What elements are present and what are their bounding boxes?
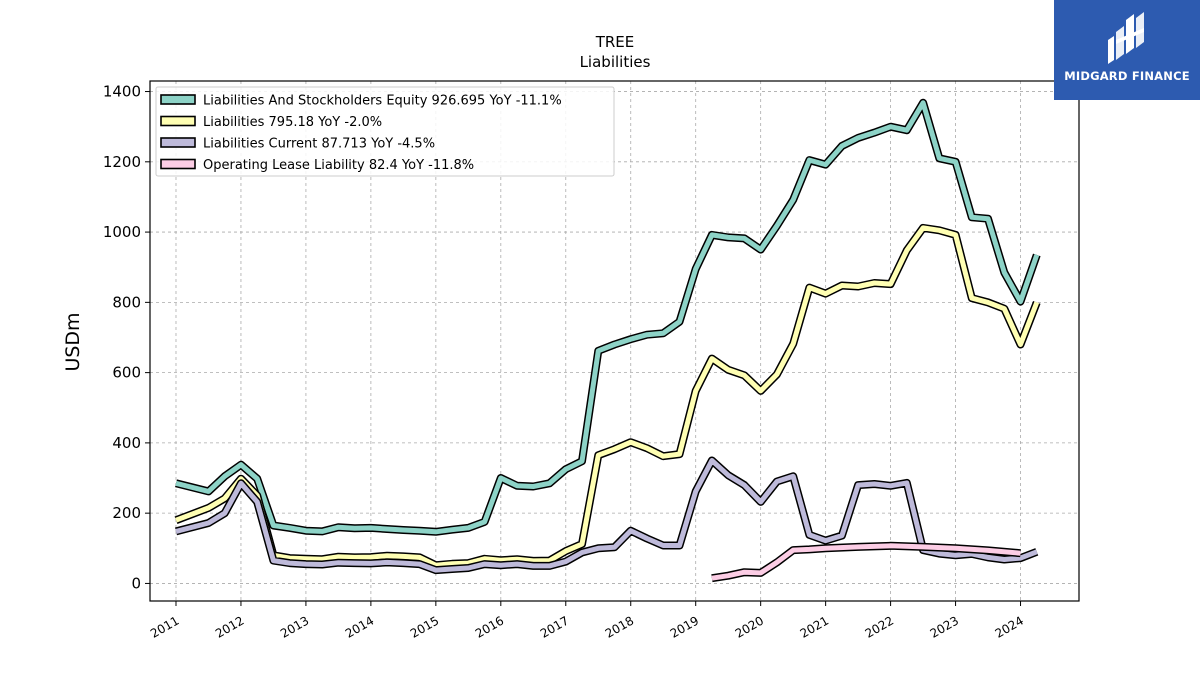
- plot-frame: [149, 80, 1080, 602]
- x-tick-label: 2023: [928, 613, 961, 640]
- x-tick-label: 2018: [603, 613, 636, 640]
- y-tick-label: 400: [112, 434, 141, 452]
- chart-title: TREE: [595, 33, 635, 51]
- chart-subtitle: Liabilities: [580, 53, 651, 71]
- series-line: [175, 458, 1038, 573]
- series-1: [174, 223, 1041, 570]
- legend-swatch: [160, 94, 196, 105]
- x-tick-label: 2020: [733, 613, 766, 640]
- x-tick-label: 2024: [993, 613, 1026, 640]
- x-tick-label: 2019: [668, 613, 701, 640]
- y-tick-label: 0: [131, 574, 141, 592]
- legend-box: [155, 86, 615, 177]
- y-axis: 0 200 400 600 800 1000 1200 1400: [103, 83, 150, 592]
- x-tick-label: 2013: [278, 613, 311, 640]
- series-line-outline: [174, 223, 1041, 570]
- legend-swatch: [160, 158, 196, 170]
- legend-swatch: [160, 137, 196, 148]
- legend-label: Liabilities 795.18 YoY -2.0%: [203, 115, 382, 130]
- y-tick-label: 600: [112, 364, 141, 382]
- legend-swatch: [160, 115, 196, 127]
- legend-label: Liabilities Current 87.713 YoY -4.5%: [203, 137, 435, 152]
- y-axis-label: USDm: [62, 312, 84, 371]
- series-line: [711, 543, 1021, 581]
- logo-text: MIDGARD FINANCE: [1064, 69, 1190, 83]
- x-tick-label: 2021: [798, 613, 831, 640]
- series-line-outline: [174, 456, 1039, 575]
- series-3: [711, 541, 1021, 583]
- x-tick-label: 2015: [408, 613, 441, 640]
- midgard-finance-logo-icon: [1108, 12, 1144, 64]
- series-line: [175, 100, 1040, 535]
- x-axis: 2011 2012 2013 2014 2015 2016 2017 2018 2019 2020…: [148, 601, 1026, 641]
- x-tick-label: 2022: [863, 613, 896, 640]
- legend-label: Liabilities And Stockholders Equity 926.…: [203, 94, 562, 109]
- logo: MIDGARD FINANCE: [1054, 0, 1200, 100]
- series-lines: [174, 98, 1041, 583]
- x-tick-label: 2016: [473, 613, 506, 640]
- legend-label: Operating Lease Liability 82.4 YoY -11.8…: [203, 158, 474, 173]
- x-tick-label: 2014: [343, 613, 376, 640]
- y-tick-label: 200: [112, 504, 141, 522]
- y-tick-label: 1200: [103, 153, 141, 171]
- y-tick-label: 1400: [103, 83, 141, 101]
- x-tick-label: 2011: [148, 613, 181, 640]
- series-0: [175, 98, 1041, 536]
- series-2: [174, 456, 1039, 575]
- legend: Liabilities And Stockholders Equity 926.…: [155, 86, 615, 177]
- series-line: [175, 225, 1040, 568]
- x-tick-label: 2012: [213, 613, 246, 640]
- x-tick-label: 2017: [538, 613, 571, 640]
- y-tick-label: 1000: [103, 223, 141, 241]
- y-tick-label: 800: [112, 293, 141, 311]
